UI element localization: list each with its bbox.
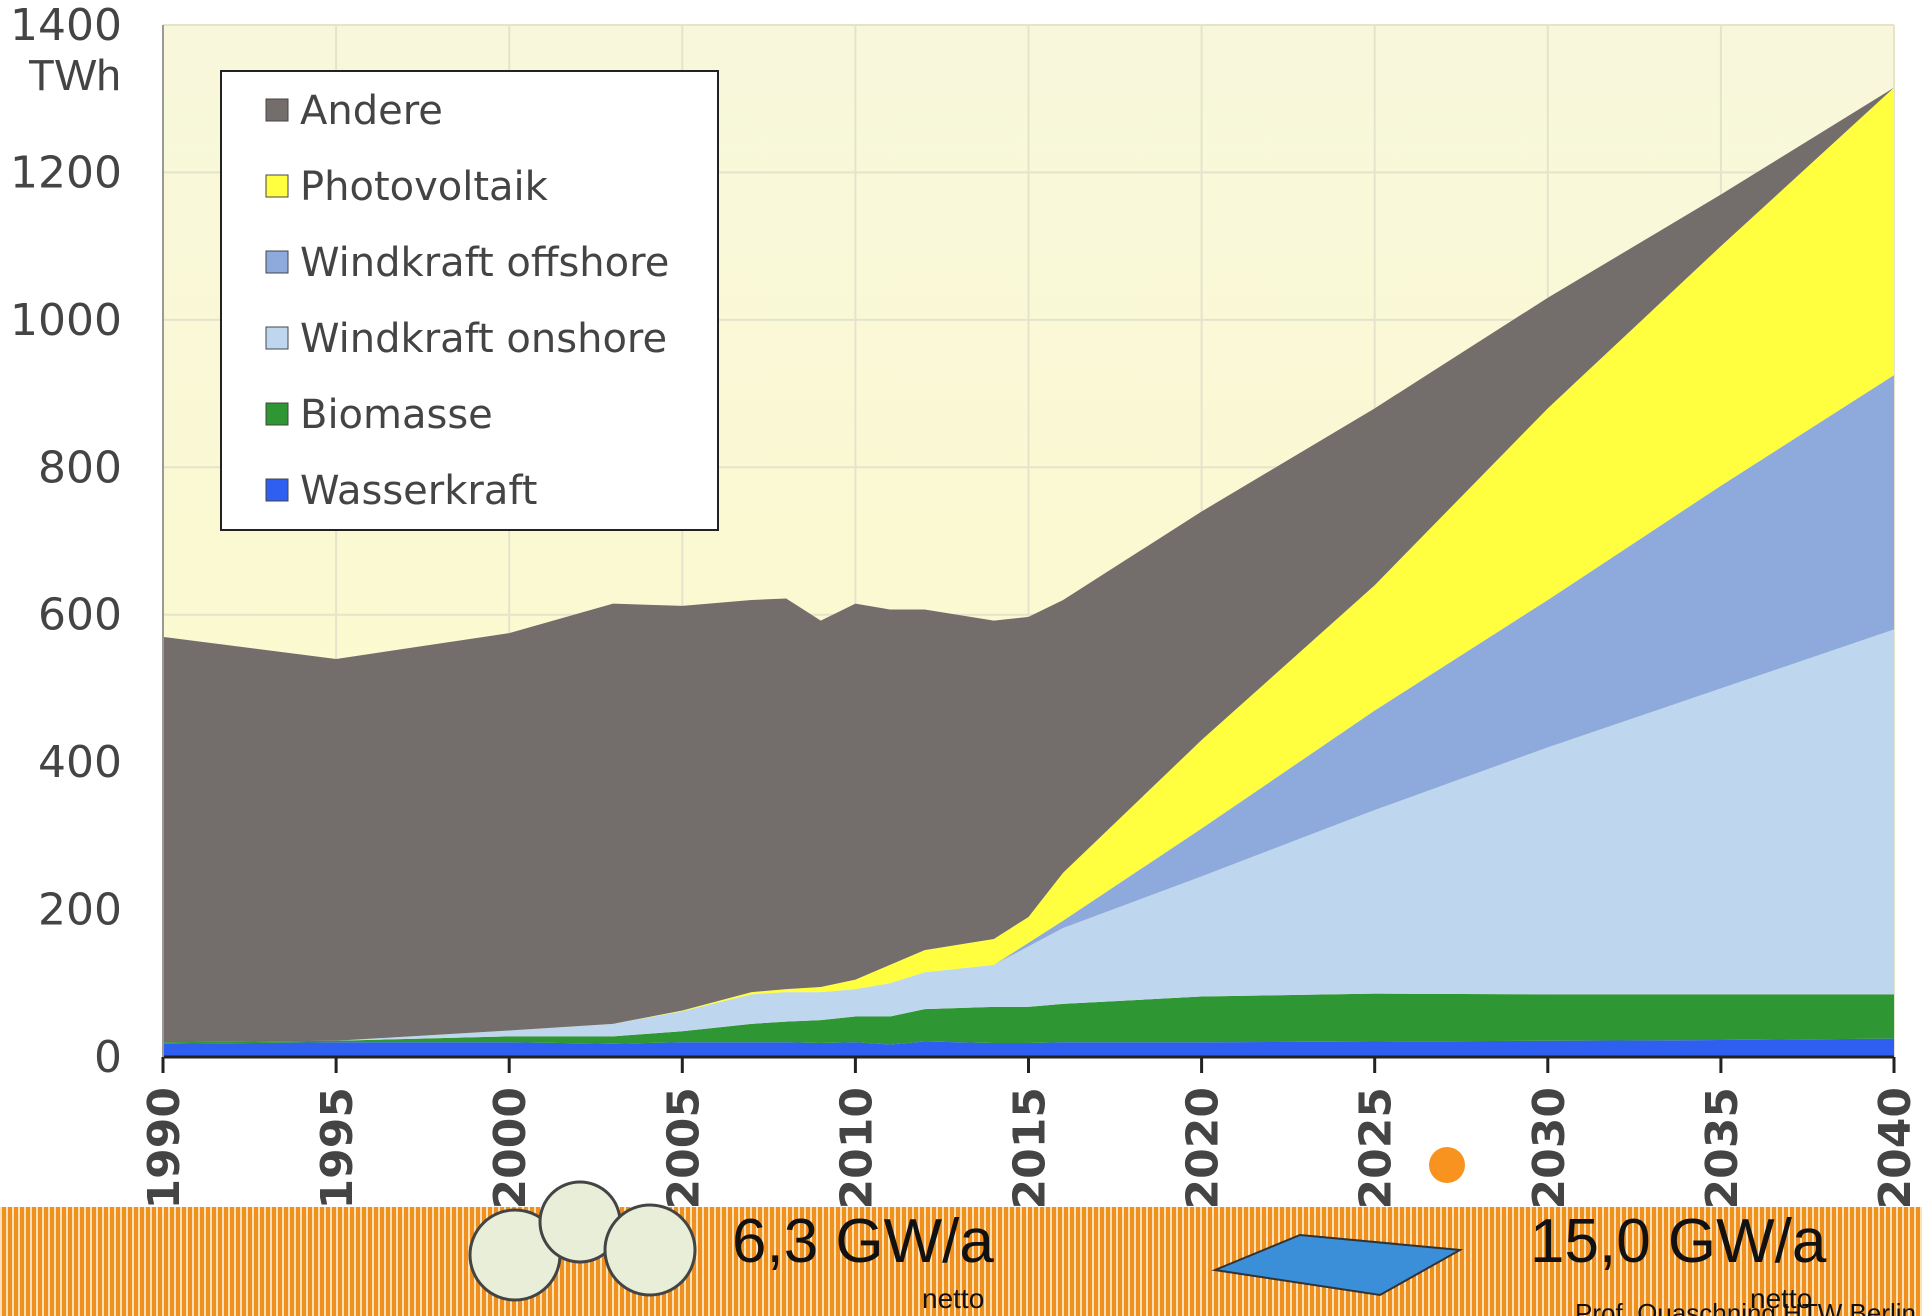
x-tick-label: 2005	[658, 1087, 709, 1209]
x-tick-label: 1995	[312, 1087, 363, 1209]
chart: 0 200 400 600 800 1000 1200 1400 1990 1995 2000 200…	[0, 0, 1922, 1316]
y-tick-label: 600	[38, 590, 122, 641]
x-tick-label: 2020	[1178, 1087, 1229, 1209]
credit: Prof. Quaschning HTW Berlin	[1575, 1298, 1916, 1316]
x-tick-label: 2040	[1870, 1087, 1921, 1209]
y-tick-label: 1000	[10, 295, 122, 346]
annotation: 15,0 GW/a	[1530, 1207, 1827, 1276]
legend-label: Wasserkraft	[300, 468, 537, 514]
x-tick-label: 2015	[1005, 1087, 1056, 1209]
x-tick-label: 1990	[139, 1087, 190, 1209]
y-tick-label: 1400	[10, 0, 122, 51]
legend-swatch	[266, 175, 288, 197]
y-tick-label: 200	[38, 885, 122, 936]
legend-label: Windkraft offshore	[300, 240, 669, 286]
y-tick-label: 0	[94, 1032, 122, 1083]
y-unit: TWh	[28, 51, 121, 100]
y-tick-label: 1200	[10, 147, 122, 198]
legend-swatch	[266, 479, 288, 501]
y-tick-label: 400	[38, 737, 122, 788]
legend-label: Biomasse	[300, 392, 493, 438]
legend-label: Photovoltaik	[300, 164, 549, 210]
legend-swatch	[266, 99, 288, 121]
annotation: 6,3 GW/a	[732, 1207, 994, 1276]
y-tick-label: 800	[38, 442, 122, 493]
annotation: netto	[922, 1283, 984, 1314]
x-tick-label: 2035	[1697, 1087, 1748, 1209]
legend-swatch	[266, 327, 288, 349]
x-tick-label: 2010	[831, 1087, 882, 1209]
legend-swatch	[266, 403, 288, 425]
x-tick-label: 2030	[1524, 1087, 1575, 1209]
legend-label: Windkraft onshore	[300, 316, 667, 362]
legend-swatch	[266, 251, 288, 273]
legend-label: Andere	[300, 88, 443, 134]
x-tick-label: 2025	[1351, 1087, 1402, 1209]
x-tick-label: 2000	[485, 1087, 536, 1209]
legend-box	[221, 71, 718, 530]
